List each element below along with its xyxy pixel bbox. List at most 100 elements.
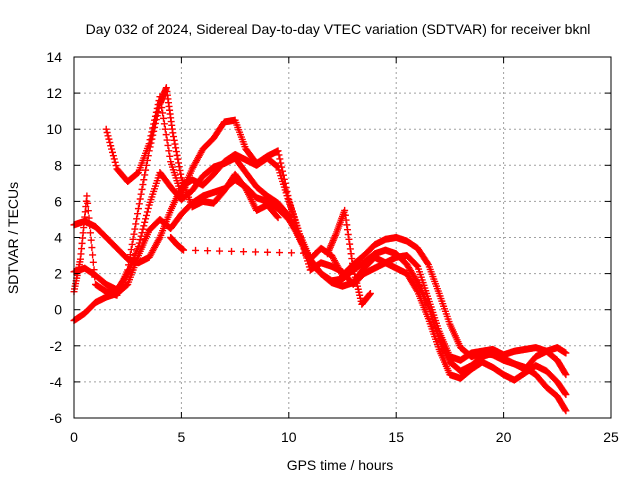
- x-tick-label: 5: [178, 429, 186, 445]
- data-point: [144, 152, 152, 160]
- data-point: [140, 176, 148, 184]
- data-point: [164, 141, 172, 149]
- data-point: [165, 147, 173, 155]
- data-point: [562, 371, 570, 379]
- data-point: [274, 214, 282, 222]
- data-point: [153, 112, 161, 120]
- data-point: [346, 245, 354, 253]
- data-point: [129, 235, 137, 243]
- data-point: [299, 249, 307, 257]
- data-point: [142, 211, 150, 219]
- data-point: [125, 261, 133, 269]
- x-tick-label: 10: [281, 429, 297, 445]
- data-point: [130, 230, 138, 238]
- data-point: [345, 235, 353, 243]
- data-point: [132, 220, 140, 228]
- tick-layer: 0 5 10 15 20 25 -6 -4 -2 0 2 4 6 8 10 12 14: [46, 49, 619, 445]
- data-point: [106, 138, 114, 146]
- data-point: [131, 225, 139, 233]
- y-tick-label: -6: [50, 410, 63, 426]
- data-point: [216, 247, 224, 255]
- data-point: [86, 229, 94, 237]
- data-point: [163, 136, 171, 144]
- data-point: [145, 147, 153, 155]
- x-tick-label: 0: [70, 429, 78, 445]
- data-point: [344, 230, 352, 238]
- data-point: [147, 139, 155, 147]
- data-point: [343, 221, 351, 229]
- data-point: [87, 236, 95, 244]
- data-point: [562, 407, 570, 415]
- data-point: [139, 225, 147, 233]
- data-point: [277, 159, 285, 167]
- data-point: [282, 183, 290, 191]
- data-point: [175, 159, 183, 167]
- data-point: [140, 222, 148, 230]
- data-point: [109, 152, 117, 160]
- data-point: [349, 259, 357, 267]
- data-point: [170, 133, 178, 141]
- data-point: [281, 179, 289, 187]
- data-point: [561, 369, 569, 377]
- data-layer: [70, 84, 570, 415]
- data-point: [342, 216, 350, 224]
- data-point: [146, 143, 154, 151]
- data-point: [240, 248, 248, 256]
- data-point: [562, 349, 570, 357]
- series-track-5: [70, 84, 282, 299]
- data-point: [169, 129, 177, 137]
- data-point: [149, 131, 157, 139]
- data-point: [128, 240, 136, 248]
- data-point: [133, 215, 141, 223]
- data-point: [112, 162, 120, 170]
- data-point: [180, 246, 188, 254]
- data-point: [276, 155, 284, 163]
- data-point: [346, 240, 354, 248]
- data-point: [142, 215, 150, 223]
- data-point: [136, 195, 144, 203]
- data-point: [562, 391, 570, 399]
- data-point: [413, 286, 421, 294]
- data-point: [192, 246, 200, 254]
- data-point: [84, 207, 92, 215]
- data-point: [124, 266, 132, 274]
- data-point: [174, 155, 182, 163]
- data-point: [108, 148, 116, 156]
- data-point: [154, 108, 162, 116]
- data-point: [126, 251, 134, 259]
- data-point: [108, 145, 116, 153]
- x-tick-label: 15: [388, 429, 404, 445]
- data-point: [155, 104, 163, 112]
- data-point: [341, 211, 349, 219]
- data-point: [111, 158, 119, 166]
- data-point: [283, 187, 291, 195]
- data-point: [103, 129, 111, 137]
- data-point: [160, 120, 168, 128]
- data-point: [143, 208, 151, 216]
- data-point: [424, 259, 432, 267]
- data-point: [280, 175, 288, 183]
- chart-title: Day 032 of 2024, Sidereal Day-to-day VTE…: [86, 21, 591, 37]
- data-point: [139, 181, 147, 189]
- x-axis-label: GPS time / hours: [287, 457, 394, 473]
- data-point: [273, 213, 281, 221]
- data-point: [110, 155, 118, 163]
- data-point: [166, 152, 174, 160]
- x-tick-label: 25: [603, 429, 619, 445]
- data-point: [177, 170, 185, 178]
- data-point: [143, 156, 151, 164]
- data-point: [84, 199, 92, 207]
- data-point: [287, 249, 295, 257]
- data-point: [366, 290, 374, 298]
- data-point: [341, 206, 349, 214]
- data-point: [141, 171, 149, 179]
- data-point: [160, 114, 167, 122]
- data-point: [311, 249, 319, 257]
- series-track-3: [70, 176, 570, 399]
- y-tick-label: 8: [54, 157, 62, 173]
- data-point: [273, 162, 281, 170]
- data-point: [90, 266, 98, 274]
- data-point: [125, 256, 133, 264]
- data-point: [561, 389, 569, 397]
